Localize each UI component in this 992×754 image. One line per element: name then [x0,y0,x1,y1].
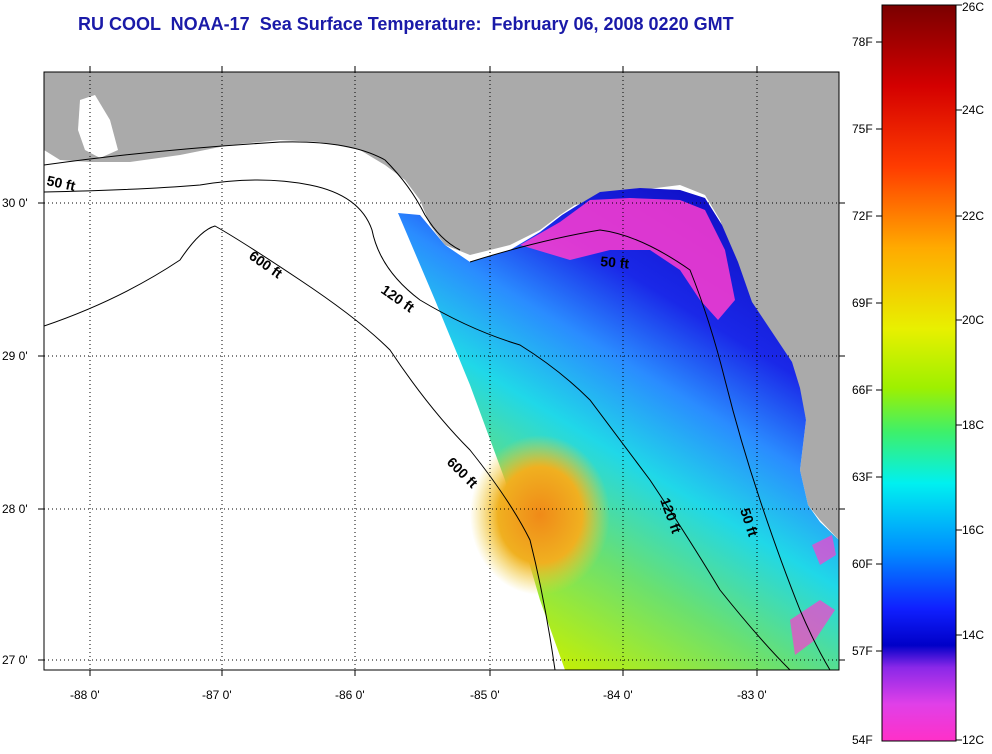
colorbar-f-label: 54F [852,733,873,747]
colorbar-f-label: 57F [852,644,873,658]
lat-label: 30 0' [2,196,28,210]
lon-label: -87 0' [202,688,232,702]
lat-label: 27 0' [2,653,28,667]
colorbar-f-label: 60F [852,557,873,571]
lat-label: 28 0' [2,502,28,516]
colorbar-f-label: 69F [852,296,873,310]
lon-label: -88 0' [70,688,100,702]
cold-coastal-band [520,198,735,320]
colorbar-c-label: 12C [962,733,985,747]
colorbar-f-label: 63F [852,470,873,484]
colorbar-f-label: 72F [852,209,873,223]
sst-swath [398,188,839,670]
lat-label: 29 0' [2,349,28,363]
colorbar-c-label: 26C [962,0,985,14]
colorbar [876,4,962,742]
contour-label: 50 ft [600,253,630,271]
colorbar-f-label: 75F [852,122,873,136]
contour-label: 50 ft [45,172,77,194]
warm-eddy [470,435,610,595]
colorbar-f-label: 66F [852,383,873,397]
colorbar-c-label: 16C [962,523,985,537]
contour-120ft [44,179,791,670]
contour-50ft-east [469,229,831,670]
colorbar-c-label: 24C [962,103,985,117]
lon-label: -86 0' [335,688,365,702]
plot-area [38,66,845,676]
colorbar-c-label: 20C [962,313,985,327]
colorbar-f-label: 78F [852,35,873,49]
lon-label: -83 0' [737,688,767,702]
colorbar-c-label: 22C [962,209,985,223]
colorbar-c-label: 18C [962,418,985,432]
map-title: RU COOL NOAA-17 Sea Surface Temperature:… [78,14,734,34]
colorbar-c-label: 14C [962,628,985,642]
lon-label: -84 0' [603,688,633,702]
contour-600ft [44,225,556,670]
lon-label: -85 0' [470,688,500,702]
